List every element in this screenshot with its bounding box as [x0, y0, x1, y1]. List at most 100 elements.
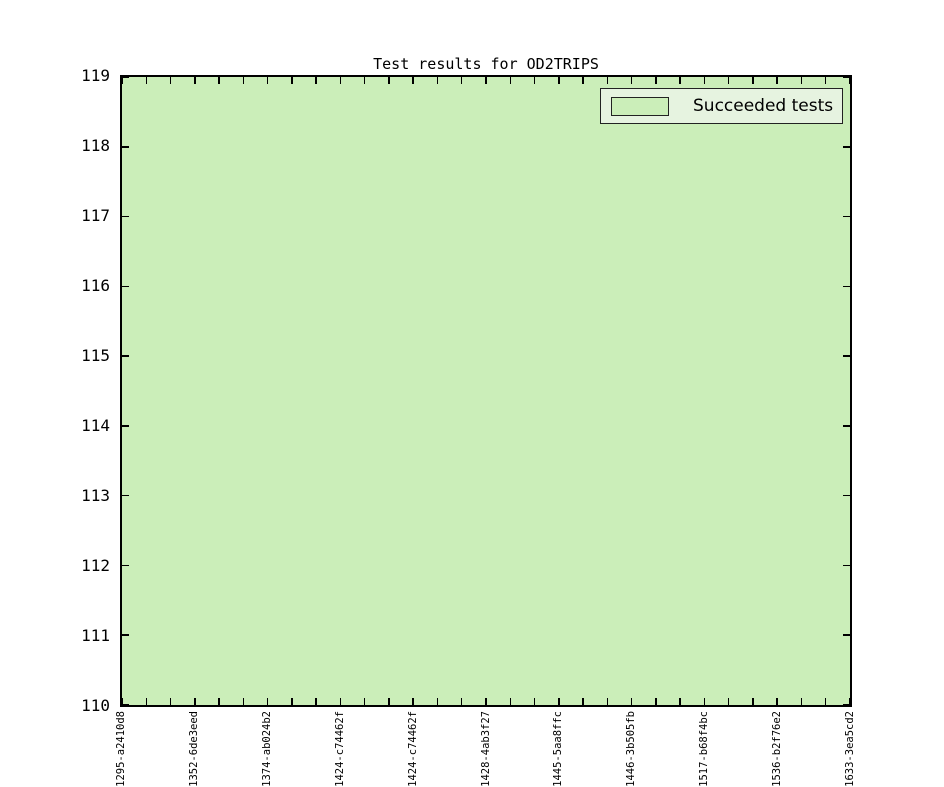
x-tick: [679, 698, 681, 705]
x-tick-label: 1428-4ab3f27: [479, 711, 492, 787]
y-tick: [122, 215, 129, 218]
x-tick: [194, 77, 196, 84]
y-tick-label: 113: [81, 486, 110, 505]
y-tick: [843, 494, 850, 497]
legend-label: Succeeded tests: [693, 96, 834, 116]
x-tick: [436, 698, 439, 705]
x-tick: [315, 77, 317, 84]
x-tick: [655, 698, 657, 705]
x-tick-label: -1517-b68f4bc: [698, 711, 711, 787]
x-tick: [266, 698, 269, 705]
x-tick: [533, 77, 536, 84]
y-tick-label: 119: [81, 66, 110, 85]
x-tick: [339, 698, 342, 705]
x-tick: [606, 698, 609, 705]
x-tick: [242, 698, 245, 705]
plot-area: [120, 75, 852, 707]
x-tick-label: -1446-3b505fb: [625, 711, 638, 787]
x-tick: [436, 77, 439, 84]
x-tick-label: -1424-c74462f: [333, 711, 346, 787]
x-tick-label: 1352-6de3eed: [187, 711, 200, 787]
x-tick: [655, 77, 657, 84]
x-tick: [727, 698, 730, 705]
x-tick: [703, 698, 706, 705]
y-tick: [843, 76, 850, 78]
x-tick: [606, 77, 609, 84]
x-tick: [460, 698, 463, 705]
x-tick: [169, 698, 172, 705]
x-tick: [485, 77, 487, 84]
y-tick-label: 111: [81, 626, 110, 645]
x-tick: [776, 77, 778, 84]
x-tick: [388, 698, 390, 705]
x-tick-label: 1374-ab024b2: [260, 711, 273, 787]
x-tick: [291, 77, 293, 84]
x-tick: [412, 77, 414, 84]
x-tick: [558, 77, 560, 84]
x-tick: [824, 698, 827, 705]
x-tick: [582, 77, 584, 84]
y-tick: [843, 146, 850, 148]
x-tick: [145, 77, 148, 84]
x-tick: [121, 698, 123, 705]
y-tick: [122, 494, 129, 497]
x-tick: [800, 77, 803, 84]
y-tick: [122, 634, 129, 636]
x-tick: [315, 698, 317, 705]
legend-swatch: [611, 96, 669, 116]
x-tick: [339, 77, 342, 84]
x-tick: [121, 77, 123, 84]
y-tick: [843, 285, 850, 288]
x-tick: [509, 698, 512, 705]
x-tick: [363, 698, 366, 705]
x-tick: [460, 77, 463, 84]
legend: Succeeded tests: [600, 88, 843, 124]
y-tick-label: 118: [81, 136, 110, 155]
x-tick: [558, 698, 560, 705]
y-tick: [843, 634, 850, 636]
x-tick: [776, 698, 778, 705]
x-tick: [727, 77, 730, 84]
x-tick: [218, 77, 220, 84]
y-tick: [843, 425, 850, 427]
x-tick: [800, 698, 803, 705]
x-tick-label: +1445-5aa8ffc: [552, 711, 565, 787]
y-tick: [122, 76, 129, 78]
y-tick: [122, 285, 129, 288]
x-tick: [533, 698, 536, 705]
x-tick: [752, 77, 754, 84]
x-tick: [703, 77, 706, 84]
x-tick: [194, 698, 196, 705]
y-tick-label: 116: [81, 276, 110, 295]
y-tick: [843, 564, 850, 567]
y-tick: [122, 425, 129, 427]
x-tick-label: 1295-a2410d8: [115, 711, 127, 787]
x-tick: [509, 77, 512, 84]
x-tick: [485, 698, 487, 705]
x-tick: [679, 77, 681, 84]
x-tick: [849, 77, 851, 84]
chart-title: Test results for OD2TRIPS: [373, 55, 599, 73]
x-tick: [752, 698, 754, 705]
y-tick: [122, 704, 129, 706]
x-tick: [630, 698, 633, 705]
x-tick: [169, 77, 172, 84]
x-tick-label: -1536-b2f76e2: [771, 711, 784, 787]
x-tick: [582, 698, 584, 705]
y-tick: [843, 215, 850, 218]
x-tick: [242, 77, 245, 84]
x-tick: [363, 77, 366, 84]
y-tick-label: 110: [81, 696, 110, 715]
x-tick: [412, 698, 414, 705]
x-tick: [849, 698, 851, 705]
y-tick-label: 115: [81, 346, 110, 365]
x-tick-label: 1633-3ea5cd2: [844, 711, 856, 787]
y-tick: [122, 564, 129, 567]
y-tick: [843, 355, 850, 357]
x-tick: [291, 698, 293, 705]
y-tick-label: 112: [81, 556, 110, 575]
y-tick: [122, 146, 129, 148]
y-tick-label: 117: [81, 206, 110, 225]
y-tick-label: 114: [81, 416, 110, 435]
